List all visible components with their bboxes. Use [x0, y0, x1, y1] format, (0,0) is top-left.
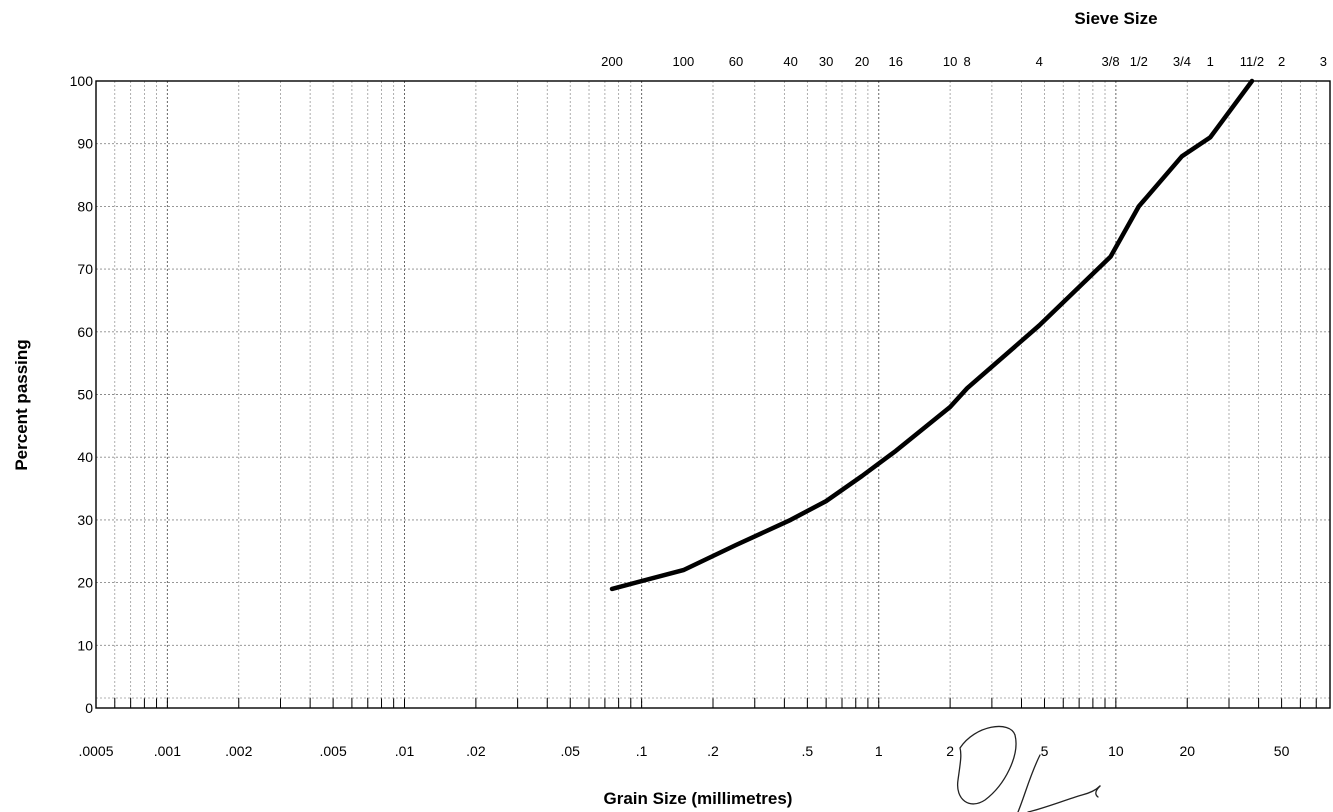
- y-tick-label: 30: [77, 512, 93, 528]
- sieve-tick-label: 100: [673, 54, 695, 69]
- x-tick-label: 10: [1108, 743, 1124, 759]
- x-tick-label: 2: [946, 743, 954, 759]
- x-tick-labels: .0005 .001 .002 .005 .01 .02 .05 .1 .2 .5 1 2 5 10 20 5…: [78, 743, 1289, 759]
- x-tick-label: .02: [466, 743, 486, 759]
- chart-title: Sieve Size: [1074, 9, 1157, 28]
- handwritten-signature: [957, 725, 1101, 812]
- x-tick-label: 5: [1041, 743, 1049, 759]
- y-tick-label: 40: [77, 449, 93, 465]
- sieve-tick-label: 3: [1320, 54, 1327, 69]
- sieve-tick-label: 40: [783, 54, 797, 69]
- plot-area-frame: [95, 80, 1331, 709]
- x-tick-label: .1: [636, 743, 648, 759]
- sieve-tick-label: 11/2: [1240, 54, 1264, 69]
- sieve-tick-label: 2: [1278, 54, 1285, 69]
- sieve-tick-label: 4: [1036, 54, 1043, 69]
- x-axis-title: Grain Size (millimetres): [604, 789, 793, 808]
- x-tick-label: .0005: [78, 743, 113, 759]
- y-tick-label: 70: [77, 261, 93, 277]
- y-tick-label: 20: [77, 575, 93, 591]
- sieve-tick-label: 16: [889, 54, 903, 69]
- y-tick-label: 80: [77, 198, 93, 214]
- sieve-tick-label: 30: [819, 54, 833, 69]
- x-tick-label: 20: [1179, 743, 1195, 759]
- sieve-tick-label: 20: [855, 54, 869, 69]
- y-tick-label: 10: [77, 637, 93, 653]
- x-tick-label: .5: [802, 743, 814, 759]
- sieve-tick-label: 3/4: [1173, 54, 1191, 69]
- x-tick-label: .05: [561, 743, 581, 759]
- sieve-tick-label: 60: [729, 54, 743, 69]
- gradation-curve-group: [609, 78, 1255, 592]
- y-tick-label: 100: [70, 73, 94, 89]
- x-tick-label: .01: [395, 743, 415, 759]
- y-tick-label: 90: [77, 136, 93, 152]
- sieve-tick-label: 200: [601, 54, 623, 69]
- sieve-tick-label: 10: [943, 54, 957, 69]
- gradation-curve: [609, 78, 1255, 592]
- sieve-tick-label: 1: [1207, 54, 1214, 69]
- x-tick-label: .005: [319, 743, 346, 759]
- major-gridlines: [96, 143, 1330, 646]
- y-tick-label: 60: [77, 324, 93, 340]
- sieve-tick-label: 8: [964, 54, 971, 69]
- y-tick-label: 0: [85, 700, 93, 716]
- y-tick-label: 50: [77, 387, 93, 403]
- y-tick-labels: 0 10 20 30 40 50 60 70 80 90 100: [70, 73, 94, 716]
- bottom-tick-marks: [96, 697, 1330, 708]
- x-tick-label: .001: [154, 743, 181, 759]
- x-tick-label: .2: [707, 743, 719, 759]
- y-axis-title: Percent passing: [12, 339, 31, 470]
- x-tick-label: 50: [1274, 743, 1290, 759]
- x-tick-label: .002: [225, 743, 252, 759]
- x-tick-label: 1: [875, 743, 883, 759]
- sieve-tick-label: 1/2: [1130, 54, 1148, 69]
- sieve-tick-labels: 200 100 60 40 30 20 16 10 8 4 3/8 1/2 3/4 1 11/2 2 3: [601, 54, 1327, 69]
- sieve-tick-label: 3/8: [1102, 54, 1120, 69]
